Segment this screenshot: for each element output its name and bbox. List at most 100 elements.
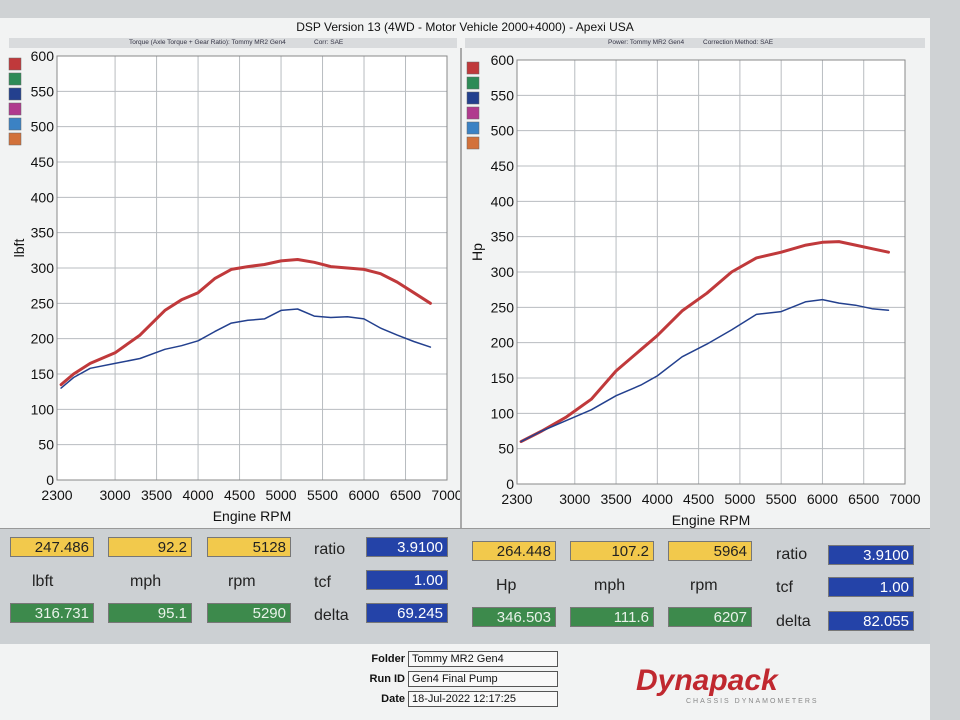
torque-rpm-label: rpm — [228, 573, 256, 590]
torque-mph-label: mph — [130, 573, 162, 590]
power-y-tick-label: 550 — [491, 87, 515, 103]
torque-y-tick-label: 100 — [31, 401, 55, 417]
power-x-tick-label: 5000 — [724, 491, 755, 507]
power-y-axis-label: Hp — [469, 243, 485, 261]
folder-value: Tommy MR2 Gen4 — [408, 651, 558, 667]
torque-legend-swatch — [8, 87, 22, 101]
torque-y-tick-label: 500 — [31, 119, 55, 135]
torque-legend-swatch — [8, 132, 22, 146]
torque-x-tick-label: 3000 — [100, 487, 131, 503]
power-legend-swatch — [466, 61, 480, 75]
power-chart: 2300 3000 3500 4000 4500 5000 5500 6000 6500 7000… — [466, 52, 921, 528]
torque-y-tick-label: 450 — [31, 154, 55, 170]
power-y-tick-label: 350 — [491, 229, 515, 245]
power-mph-label: mph — [594, 577, 626, 594]
power-x-tick-label: 4500 — [683, 491, 714, 507]
torque-y-tick-label: 550 — [31, 83, 55, 99]
torque-x-tick-label: 2300 — [41, 487, 72, 503]
torque-ratio-value: 3.9100 — [366, 537, 448, 557]
power-legend-swatch — [466, 121, 480, 135]
power-series-line-1 — [520, 298, 890, 443]
torque-tcf-value: 1.00 — [366, 570, 448, 590]
torque-x-tick-label: 5500 — [307, 487, 338, 503]
torque-yellow-rpm: 5128 — [207, 537, 291, 557]
power-y-tick-label: 150 — [491, 370, 515, 386]
torque-y-tick-label: 150 — [31, 366, 55, 382]
power-delta-label: delta — [776, 613, 811, 630]
power-x-tick-label: 6500 — [848, 491, 879, 507]
power-tcf-value: 1.00 — [828, 577, 914, 597]
power-ratio-label: ratio — [776, 546, 808, 563]
power-axis-frame — [516, 59, 906, 485]
torque-y-tick-label: 350 — [31, 225, 55, 241]
power-x-tick-label: 2300 — [501, 491, 532, 507]
power-y-tick-label: 50 — [498, 441, 514, 457]
runid-label: Run ID — [369, 673, 405, 685]
torque-unit-label: lbft — [32, 573, 54, 590]
torque-y-tick-label: 300 — [31, 260, 55, 276]
power-y-tick-label: 200 — [491, 335, 515, 351]
power-chart-strip: Power: Tommy MR2 Gen4 Correction Method:… — [465, 38, 925, 48]
torque-legend-swatch — [8, 57, 22, 71]
torque-x-tick-label: 4500 — [224, 487, 255, 503]
torque-x-tick-label: 6500 — [390, 487, 421, 503]
torque-delta-value: 69.245 — [366, 603, 448, 623]
power-green-mph: 111.6 — [570, 607, 654, 627]
torque-green-value: 316.731 — [10, 603, 94, 623]
power-y-tick-label: 600 — [491, 52, 515, 68]
power-x-tick-label: 3000 — [559, 491, 590, 507]
power-y-tick-label: 0 — [506, 476, 514, 492]
torque-axis-frame — [56, 55, 448, 481]
power-x-tick-label: 3500 — [600, 491, 631, 507]
power-strip-title: Power: Tommy MR2 Gen4 — [608, 39, 685, 46]
power-y-tick-label: 300 — [491, 264, 515, 280]
torque-y-tick-label: 50 — [38, 437, 54, 453]
power-green-rpm: 6207 — [668, 607, 752, 627]
torque-y-tick-label: 250 — [31, 295, 55, 311]
torque-y-tick-label: 200 — [31, 331, 55, 347]
power-legend-swatch — [466, 136, 480, 150]
runid-value: Gen4 Final Pump — [408, 671, 558, 687]
power-strip-corr: Correction Method: SAE — [703, 39, 774, 46]
torque-y-tick-label: 400 — [31, 189, 55, 205]
dynapack-logo: Dynapack CHASSIS DYNAMOMETERS — [636, 660, 866, 710]
torque-delta-label: delta — [314, 607, 349, 624]
power-x-tick-label: 5500 — [766, 491, 797, 507]
power-x-tick-label: 4000 — [642, 491, 673, 507]
power-unit-label: Hp — [496, 577, 517, 594]
torque-chart: 2300 3000 3500 4000 4500 5000 5500 6000 6500 7000… — [8, 48, 463, 524]
power-yellow-mph: 107.2 — [570, 541, 654, 561]
folder-label: Folder — [371, 653, 405, 665]
power-legend-swatch — [466, 106, 480, 120]
torque-y-tick-label: 600 — [31, 48, 55, 64]
torque-yellow-mph: 92.2 — [108, 537, 192, 557]
power-green-value: 346.503 — [472, 607, 556, 627]
power-y-tick-label: 100 — [491, 405, 515, 421]
torque-y-axis-label: lbft — [11, 239, 27, 258]
power-yellow-value: 264.448 — [472, 541, 556, 561]
power-yellow-rpm: 5964 — [668, 541, 752, 561]
power-y-tick-label: 450 — [491, 158, 515, 174]
panel-divider — [460, 48, 462, 528]
run-info: Folder Tommy MR2 Gen4 Run ID Gen4 Final … — [0, 643, 930, 720]
power-rpm-label: rpm — [690, 577, 718, 594]
readout-panel: 247.486 92.2 5128 lbft mph rpm 316.731 9… — [0, 528, 930, 644]
torque-series-line-1 — [60, 308, 432, 389]
torque-strip-title: Torque (Axle Torque + Gear Ratio): Tommy… — [129, 39, 286, 46]
torque-x-tick-label: 4000 — [182, 487, 213, 503]
power-x-tick-label: 7000 — [889, 491, 920, 507]
power-y-tick-label: 250 — [491, 299, 515, 315]
torque-strip-corr: Corr: SAE — [314, 39, 344, 46]
page-title: DSP Version 13 (4WD - Motor Vehicle 2000… — [296, 20, 634, 34]
logo-subtitle: CHASSIS DYNAMOMETERS — [686, 698, 819, 705]
power-x-tick-label: 6000 — [807, 491, 838, 507]
torque-chart-strip: Torque (Axle Torque + Gear Ratio): Tommy… — [9, 38, 457, 48]
logo-wordmark: Dynapack — [636, 664, 778, 697]
date-label: Date — [381, 693, 405, 705]
torque-x-tick-label: 3500 — [141, 487, 172, 503]
torque-yellow-value: 247.486 — [10, 537, 94, 557]
power-series-line-0 — [519, 240, 890, 444]
power-y-tick-label: 400 — [491, 193, 515, 209]
torque-x-axis-label: Engine RPM — [213, 508, 292, 524]
torque-legend-swatch — [8, 117, 22, 131]
